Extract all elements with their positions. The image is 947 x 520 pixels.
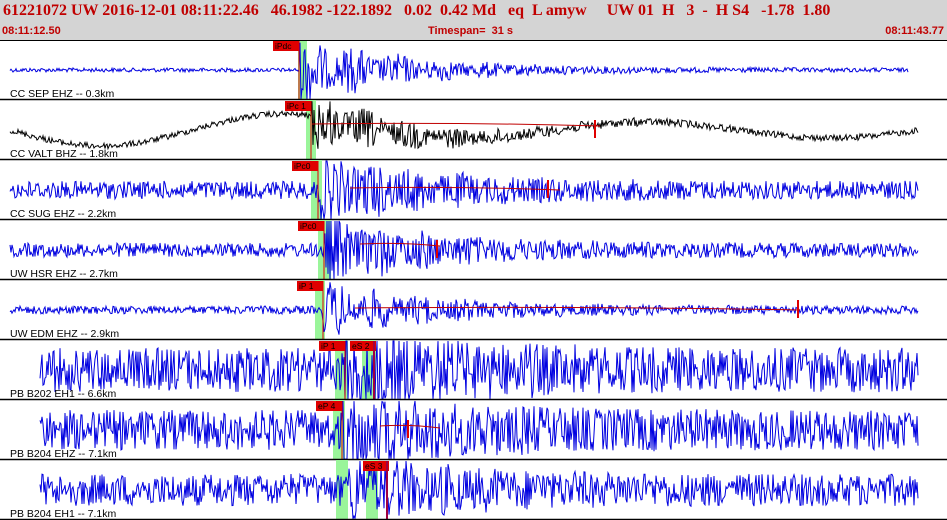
station-label: UW EDM EHZ -- 2.9km	[10, 328, 119, 340]
trace-row[interactable]: eP 4 PB B204 EHZ -- 7.1km	[0, 400, 947, 461]
trace-row[interactable]: iPc0 CC SUG EHZ -- 2.2km	[0, 160, 947, 221]
station-label: CC VALT BHZ -- 1.8km	[10, 148, 118, 160]
station-label: PB B204 EH1 -- 7.1km	[10, 508, 116, 520]
start-time: 08:11:12.50	[2, 25, 61, 37]
trace-row[interactable]: iPdc CC SEP EHZ -- 0.3km	[0, 40, 947, 101]
s-pick-box[interactable]	[350, 341, 376, 351]
waveform	[9, 42, 909, 100]
station-label: CC SEP EHZ -- 0.3km	[10, 88, 114, 100]
waveform	[9, 282, 919, 335]
waveform	[9, 160, 919, 220]
trace-row[interactable]: iPc 1 CC VALT BHZ -- 1.8km	[0, 100, 947, 161]
station-label: CC SUG EHZ -- 2.2km	[10, 208, 116, 220]
timespan-value: 31 s	[491, 25, 513, 37]
p-pick-label: iPc0	[300, 221, 317, 231]
p-pick-label: eP 4	[318, 401, 336, 411]
p-pick-label: iPc0	[294, 161, 311, 171]
coda-line	[349, 186, 561, 191]
waveform	[39, 460, 919, 520]
p-pick-label: iPdc	[275, 41, 292, 51]
trace-row[interactable]: iP 1 UW EDM EHZ -- 2.9km	[0, 280, 947, 341]
waveform	[39, 340, 919, 400]
waveform	[9, 220, 919, 280]
p-pick-box[interactable]	[285, 101, 311, 111]
seismogram-panel[interactable]: iPdc CC SEP EHZ -- 0.3km iPc 1 CC VALT BHZ …	[0, 40, 947, 520]
coda-line	[354, 306, 801, 311]
p-pick-box[interactable]	[297, 281, 323, 291]
end-time: 08:11:43.77	[885, 25, 944, 37]
timespan: Timespan= 31 s	[428, 25, 513, 37]
p-pick-label: iP 1	[299, 281, 314, 291]
p-pick-box[interactable]	[273, 41, 299, 51]
event-title: 61221072 UW 2016-12-01 08:11:22.46 46.19…	[3, 2, 831, 19]
s-pick-label: eS 2	[352, 341, 370, 351]
p-pick-box[interactable]	[316, 401, 342, 411]
coda-line	[311, 122, 601, 127]
coda-line	[379, 424, 441, 429]
p-pick-box[interactable]	[319, 341, 345, 351]
p-pick-label: iPc 1	[287, 101, 306, 111]
station-label: PB B202 EH1 -- 6.6km	[10, 388, 116, 400]
waveform	[9, 101, 919, 151]
coda-line	[359, 242, 441, 247]
p-pick-label: iP 1	[321, 341, 336, 351]
station-label: UW HSR EHZ -- 2.7km	[10, 268, 118, 280]
station-label: PB B204 EHZ -- 7.1km	[10, 448, 117, 460]
s-pick-label: eS 3	[365, 461, 383, 471]
p-pick-box[interactable]	[298, 221, 324, 231]
trace-row[interactable]: iPc0 UW HSR EHZ -- 2.7km	[0, 220, 947, 281]
trace-row[interactable]: iP 1 eS 2 PB B202 EH1 -- 6.6km	[0, 340, 947, 401]
event-header: 61221072 UW 2016-12-01 08:11:22.46 46.19…	[0, 0, 947, 40]
trace-row[interactable]: eS 3 PB B204 EH1 -- 7.1km	[0, 460, 947, 520]
p-pick-box[interactable]	[292, 161, 318, 171]
waveform	[39, 400, 919, 461]
p-window	[298, 40, 307, 100]
timespan-label: Timespan=	[428, 25, 486, 37]
s-pick-box[interactable]	[363, 461, 389, 471]
